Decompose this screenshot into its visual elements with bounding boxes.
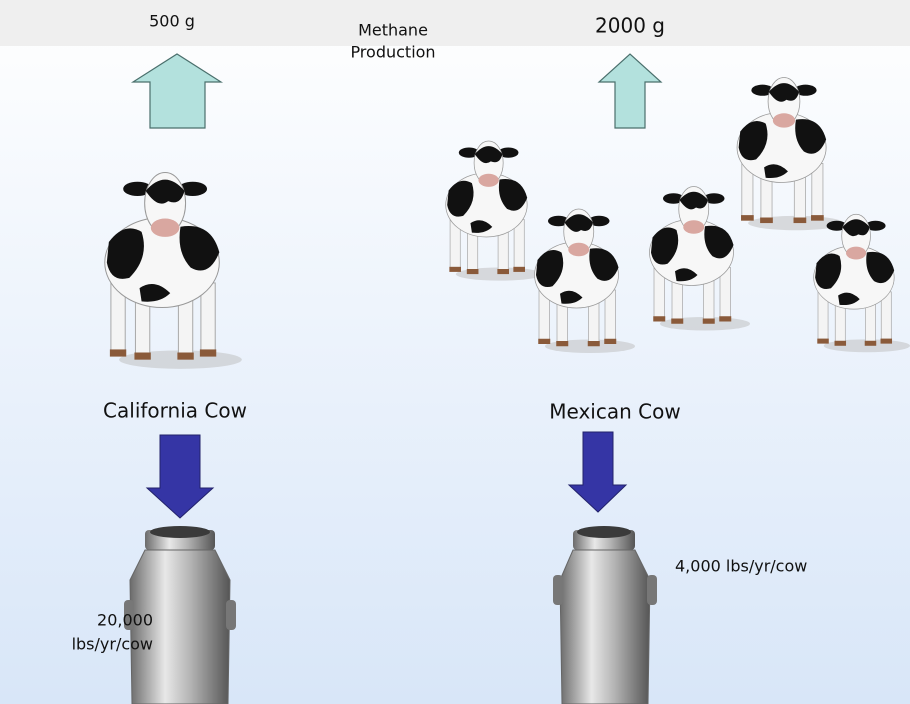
up-arrow [597, 53, 663, 129]
cow-label: California Cow [103, 399, 247, 423]
methane-amount: 2000 g [595, 14, 665, 38]
milk-yield: 4,000 lbs/yr/cow [675, 557, 807, 576]
cow-label: Mexican Cow [549, 400, 680, 424]
down-arrow [567, 431, 628, 513]
top-band [0, 0, 910, 46]
methane-amount: 500 g [149, 12, 195, 31]
up-arrow [130, 53, 224, 129]
center-title: Methane [358, 21, 428, 40]
milk-can [553, 526, 657, 704]
center-title: Production [350, 43, 435, 62]
milk-can [124, 526, 236, 704]
milk-yield: 20,000 [97, 611, 153, 630]
down-arrow [145, 434, 215, 519]
milk-yield: lbs/yr/cow [72, 635, 153, 654]
